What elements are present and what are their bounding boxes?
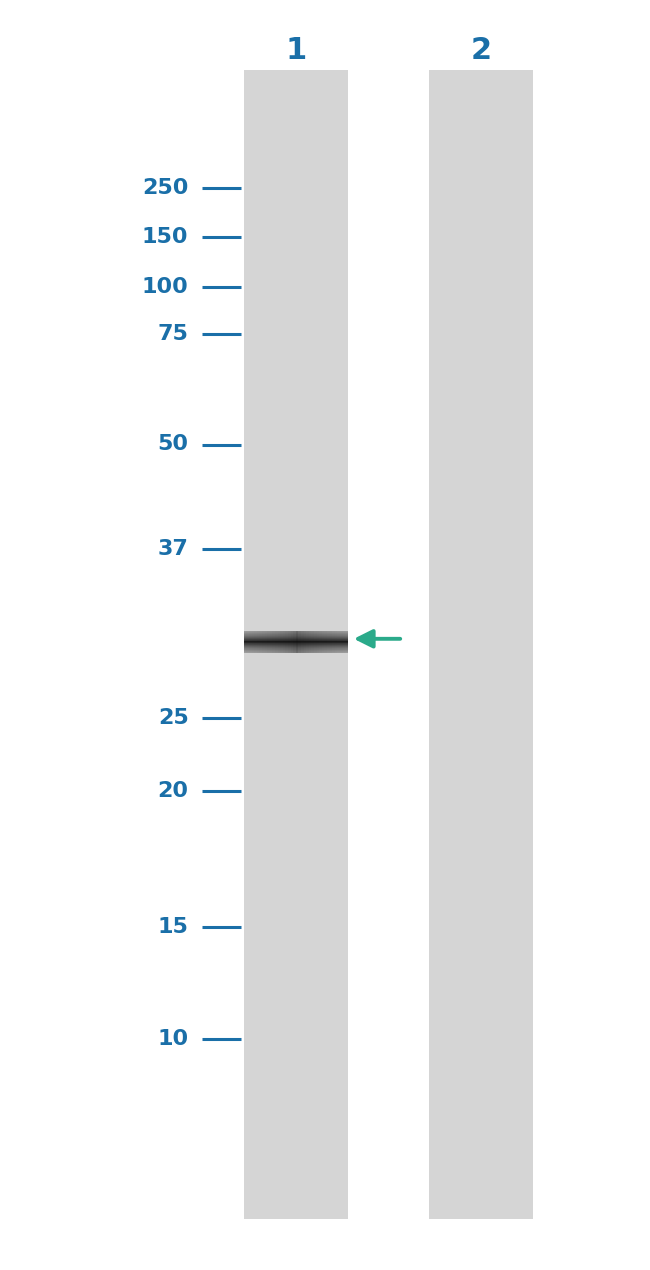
Bar [254, 631, 257, 653]
Text: 15: 15 [157, 917, 188, 937]
Bar [322, 631, 324, 653]
Bar [275, 631, 278, 653]
Text: 2: 2 [471, 36, 491, 65]
Text: 250: 250 [142, 178, 188, 198]
Bar [324, 631, 327, 653]
Text: 150: 150 [142, 227, 188, 248]
Bar [272, 631, 275, 653]
Text: 20: 20 [157, 781, 188, 801]
Bar [285, 631, 288, 653]
Bar [265, 631, 267, 653]
Bar [429, 70, 533, 1219]
Bar [311, 631, 314, 653]
Bar [283, 631, 285, 653]
Bar [244, 631, 246, 653]
Bar [267, 631, 270, 653]
Bar [280, 631, 283, 653]
Bar [259, 631, 262, 653]
Bar [252, 631, 254, 653]
Text: 1: 1 [285, 36, 306, 65]
Bar [327, 631, 330, 653]
Bar [249, 631, 252, 653]
Text: 50: 50 [157, 434, 188, 455]
Bar [293, 631, 296, 653]
Bar [309, 631, 311, 653]
Bar [332, 631, 335, 653]
Text: 37: 37 [157, 538, 188, 559]
Bar [270, 631, 272, 653]
Bar [317, 631, 319, 653]
Bar [244, 70, 348, 1219]
Bar [345, 631, 348, 653]
Bar [304, 631, 306, 653]
Bar [343, 631, 345, 653]
Text: 25: 25 [158, 707, 188, 728]
Bar [257, 631, 259, 653]
Bar [296, 631, 298, 653]
Bar [340, 631, 343, 653]
Bar [301, 631, 304, 653]
Bar [291, 631, 293, 653]
Bar [335, 631, 337, 653]
Bar [319, 631, 322, 653]
Bar [330, 631, 332, 653]
Bar [337, 631, 340, 653]
Bar [288, 631, 291, 653]
Text: 100: 100 [142, 277, 188, 297]
Bar [306, 631, 309, 653]
Bar [298, 631, 301, 653]
Bar [262, 631, 265, 653]
Bar [314, 631, 317, 653]
Text: 75: 75 [157, 324, 188, 344]
Bar [246, 631, 249, 653]
Bar [278, 631, 280, 653]
Text: 10: 10 [157, 1029, 188, 1049]
